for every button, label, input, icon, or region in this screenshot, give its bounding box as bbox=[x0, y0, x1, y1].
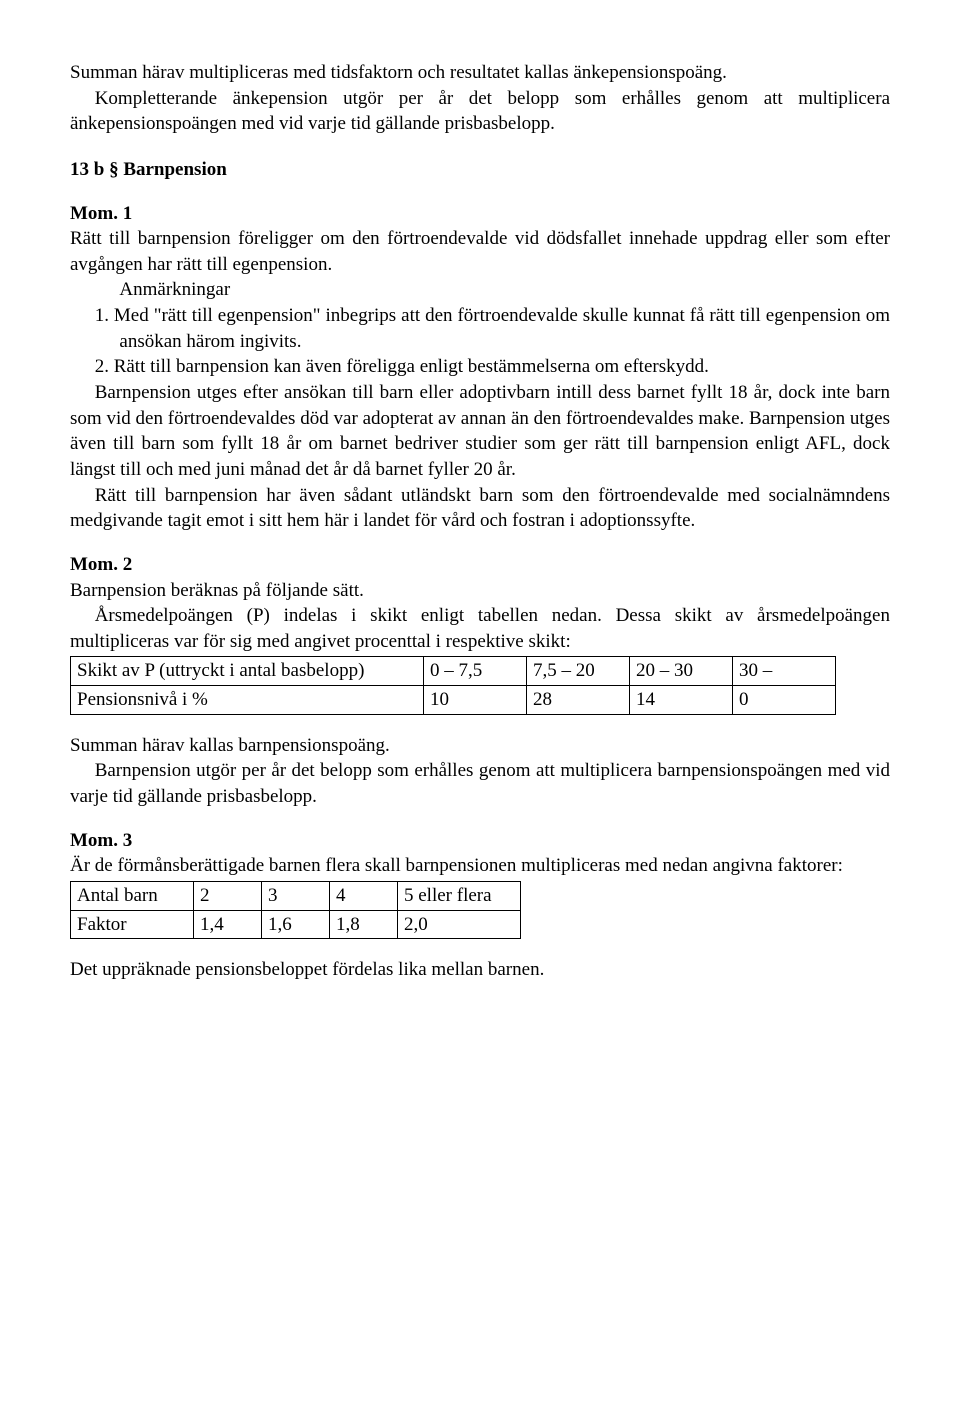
cell-niva-1: 10 bbox=[424, 686, 527, 715]
mom1-p2: Barnpension utges efter ansökan till bar… bbox=[70, 380, 890, 483]
cell-niva-3: 14 bbox=[630, 686, 733, 715]
table-row: Faktor 1,4 1,6 1,8 2,0 bbox=[71, 910, 521, 939]
cell-faktor-3: 1,8 bbox=[330, 910, 398, 939]
cell-faktor-1: 1,4 bbox=[194, 910, 262, 939]
table-row: Antal barn 2 3 4 5 eller flera bbox=[71, 881, 521, 910]
mom2-p4: Barnpension utgör per år det belopp som … bbox=[70, 758, 890, 809]
section-13b-heading: 13 b § Barnpension bbox=[70, 157, 890, 183]
cell-antal-1: 2 bbox=[194, 881, 262, 910]
mom2-table: Skikt av P (uttryckt i antal basbelopp) … bbox=[70, 656, 836, 714]
cell-faktor-label: Faktor bbox=[71, 910, 194, 939]
mom2-p2: Årsmedelpoängen (P) indelas i skikt enli… bbox=[70, 603, 890, 654]
table-row: Skikt av P (uttryckt i antal basbelopp) … bbox=[71, 657, 836, 686]
cell-antal-4: 5 eller flera bbox=[398, 881, 521, 910]
cell-faktor-2: 1,6 bbox=[262, 910, 330, 939]
mom1-p1: Rätt till barnpension föreligger om den … bbox=[70, 226, 890, 277]
mom3-p1: Är de förmånsberättigade barnen flera sk… bbox=[70, 853, 890, 879]
cell-skikt-label: Skikt av P (uttryckt i antal basbelopp) bbox=[71, 657, 424, 686]
cell-niva-label: Pensionsnivå i % bbox=[71, 686, 424, 715]
intro-p2: Kompletterande änkepension utgör per år … bbox=[70, 86, 890, 137]
cell-faktor-4: 2,0 bbox=[398, 910, 521, 939]
cell-skikt-4: 30 – bbox=[733, 657, 836, 686]
mom1-p3: Rätt till barnpension har även sådant ut… bbox=[70, 483, 890, 534]
intro-p1: Summan härav multipliceras med tidsfakto… bbox=[70, 60, 890, 86]
mom1-item1: 1. Med "rätt till egenpension" inbegrips… bbox=[70, 303, 890, 354]
mom3-title: Mom. 3 bbox=[70, 828, 890, 854]
cell-antal-2: 3 bbox=[262, 881, 330, 910]
mom2-p1: Barnpension beräknas på följande sätt. bbox=[70, 578, 890, 604]
mom3-p2: Det uppräknade pensionsbeloppet fördelas… bbox=[70, 957, 890, 983]
mom1-item2: 2. Rätt till barnpension kan även föreli… bbox=[70, 354, 890, 380]
table-row: Pensionsnivå i % 10 28 14 0 bbox=[71, 686, 836, 715]
cell-skikt-3: 20 – 30 bbox=[630, 657, 733, 686]
cell-skikt-1: 0 – 7,5 bbox=[424, 657, 527, 686]
cell-niva-4: 0 bbox=[733, 686, 836, 715]
cell-skikt-2: 7,5 – 20 bbox=[527, 657, 630, 686]
mom3-table: Antal barn 2 3 4 5 eller flera Faktor 1,… bbox=[70, 881, 521, 939]
mom1-title: Mom. 1 bbox=[70, 201, 890, 227]
cell-antal-3: 4 bbox=[330, 881, 398, 910]
mom1-anm-label: Anmärkningar bbox=[70, 277, 890, 303]
cell-antal-label: Antal barn bbox=[71, 881, 194, 910]
cell-niva-2: 28 bbox=[527, 686, 630, 715]
mom2-p3: Summan härav kallas barnpensionspoäng. bbox=[70, 733, 890, 759]
mom2-title: Mom. 2 bbox=[70, 552, 890, 578]
